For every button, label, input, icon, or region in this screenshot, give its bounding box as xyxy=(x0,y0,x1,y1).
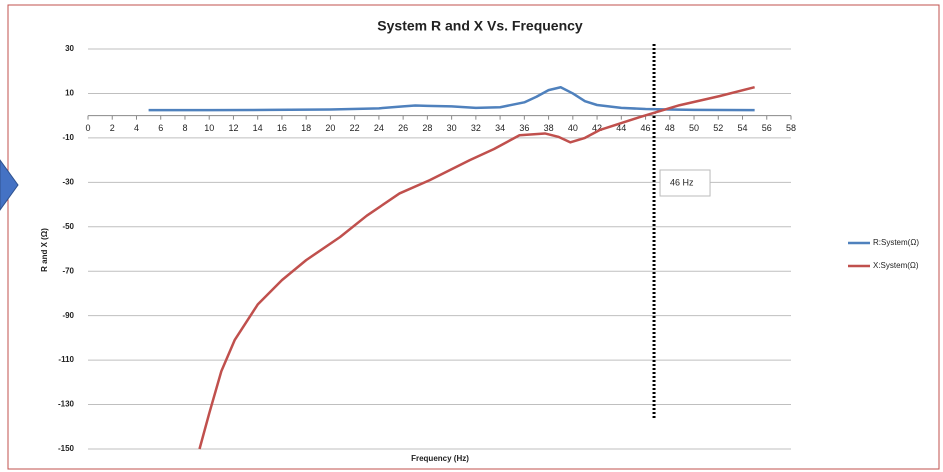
x-tick-label: 36 xyxy=(519,123,529,133)
x-tick-label: 26 xyxy=(398,123,408,133)
chart-title: System R and X Vs. Frequency xyxy=(377,18,583,34)
x-tick-label: 52 xyxy=(713,123,723,133)
annotation-text: 46 Hz xyxy=(670,177,694,187)
y-tick-label: 30 xyxy=(65,44,74,53)
x-tick-label: 10 xyxy=(204,123,214,133)
x-tick-label: 18 xyxy=(301,123,311,133)
x-tick-label: 58 xyxy=(786,123,796,133)
series-line xyxy=(198,86,755,450)
chart-frame xyxy=(7,4,940,470)
x-tick-label: 20 xyxy=(325,123,335,133)
x-tick-label: 4 xyxy=(134,123,139,133)
x-tick-label: 34 xyxy=(495,123,505,133)
x-tick-label: 24 xyxy=(374,123,384,133)
y-tick-label: -10 xyxy=(62,133,74,142)
y-tick-label: -90 xyxy=(62,311,74,320)
x-tick-label: 0 xyxy=(85,123,90,133)
annotation-box xyxy=(659,169,711,197)
x-tick-label: 46 xyxy=(641,123,651,133)
x-tick-label: 50 xyxy=(689,123,699,133)
x-axis-label: Frequency (Hz) xyxy=(411,454,469,463)
y-tick-label: -30 xyxy=(62,177,74,186)
y-tick-label: -150 xyxy=(58,444,75,453)
arrow-decoration xyxy=(0,159,19,211)
x-tick-label: 6 xyxy=(158,123,163,133)
x-tick-label: 12 xyxy=(228,123,238,133)
y-tick-label: -70 xyxy=(62,266,74,275)
x-tick-label: 22 xyxy=(350,123,360,133)
x-tick-label: 32 xyxy=(471,123,481,133)
x-tick-label: 38 xyxy=(544,123,554,133)
x-tick-label: 54 xyxy=(738,123,748,133)
x-tick-label: 48 xyxy=(665,123,675,133)
x-tick-label: 28 xyxy=(422,123,432,133)
y-tick-label: -50 xyxy=(62,222,74,231)
y-tick-label: -110 xyxy=(58,355,74,364)
y-tick-label: 10 xyxy=(65,89,74,98)
x-tick-label: 2 xyxy=(110,123,115,133)
x-tick-label: 14 xyxy=(253,123,263,133)
legend-label: X:System(Ω) xyxy=(873,261,919,270)
legend-label: R:System(Ω) xyxy=(873,238,919,247)
y-axis-label: R and X (Ω) xyxy=(40,228,49,272)
series-line xyxy=(148,85,755,112)
x-tick-label: 40 xyxy=(568,123,578,133)
x-tick-label: 8 xyxy=(182,123,187,133)
x-tick-label: 44 xyxy=(616,123,626,133)
x-tick-label: 30 xyxy=(447,123,457,133)
x-tick-label: 42 xyxy=(592,123,602,133)
x-tick-label: 16 xyxy=(277,123,287,133)
x-tick-label: 56 xyxy=(762,123,772,133)
y-tick-label: -130 xyxy=(58,400,75,409)
